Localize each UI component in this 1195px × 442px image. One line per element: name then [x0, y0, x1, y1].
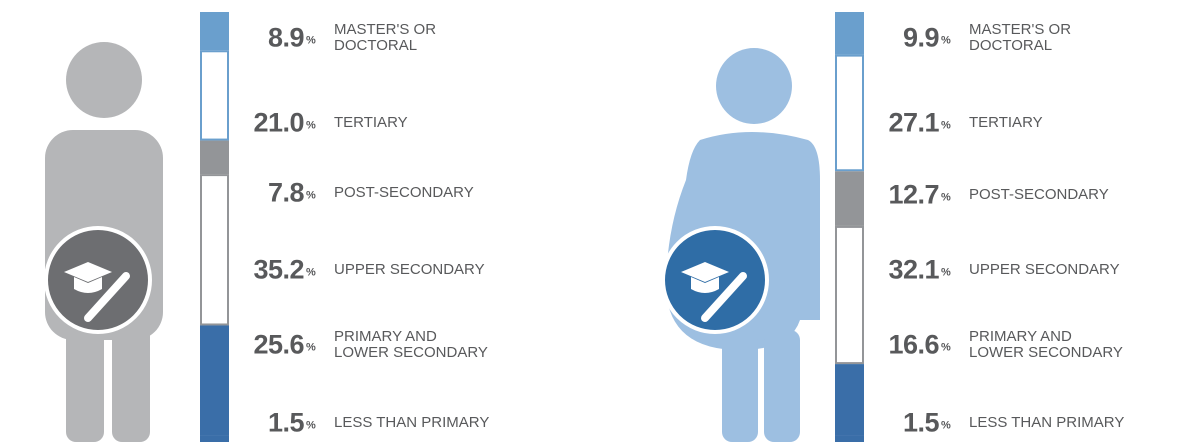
education-icon — [661, 226, 769, 334]
category-label: TERTIARY — [334, 114, 408, 131]
bar-segment — [835, 435, 864, 442]
value-label: 21.0 — [253, 107, 304, 138]
category-label: PRIMARY AND LOWER SECONDARY — [969, 328, 1123, 361]
bar-segment — [835, 364, 864, 436]
bar-segment — [200, 435, 229, 442]
bar-segment — [200, 174, 229, 326]
education-icon — [44, 226, 152, 334]
female-figure — [666, 48, 820, 442]
unit-label: % — [941, 34, 951, 47]
bar-segment — [835, 225, 864, 365]
unit-label: % — [306, 34, 316, 47]
bar-segment — [835, 54, 864, 172]
unit-label: % — [941, 419, 951, 432]
value-label: 35.2 — [253, 254, 304, 285]
value-label: 16.6 — [888, 329, 939, 360]
category-label: PRIMARY AND LOWER SECONDARY — [334, 328, 488, 361]
value-label: 9.9 — [902, 22, 940, 53]
bar-segment — [200, 140, 229, 175]
category-label: TERTIARY — [969, 114, 1043, 131]
bar-segment — [200, 50, 229, 141]
unit-label: % — [306, 119, 316, 132]
category-label: POST-SECONDARY — [334, 184, 474, 201]
value-label: 8.9 — [267, 22, 305, 53]
value-label: 1.5 — [902, 407, 940, 438]
value-label: 27.1 — [888, 107, 939, 138]
value-label: 12.7 — [888, 179, 939, 210]
unit-label: % — [306, 266, 316, 279]
value-label: 7.8 — [267, 177, 305, 208]
unit-label: % — [941, 266, 951, 279]
bar-segment — [835, 171, 864, 226]
category-label: LESS THAN PRIMARY — [969, 414, 1125, 431]
value-label: 25.6 — [253, 329, 304, 360]
unit-label: % — [941, 191, 951, 204]
value-label: 1.5 — [267, 407, 305, 438]
category-label: MASTER'S OR DOCTORAL — [969, 21, 1072, 54]
unit-label: % — [941, 341, 951, 354]
category-label: MASTER'S OR DOCTORAL — [334, 21, 437, 54]
category-label: UPPER SECONDARY — [334, 261, 485, 278]
bar-segment — [200, 12, 229, 51]
bar-segment — [200, 325, 229, 436]
unit-label: % — [306, 419, 316, 432]
unit-label: % — [306, 189, 316, 202]
bar-segment — [835, 12, 864, 55]
value-label: 32.1 — [888, 254, 939, 285]
unit-label: % — [941, 119, 951, 132]
category-label: POST-SECONDARY — [969, 186, 1109, 203]
unit-label: % — [306, 341, 316, 354]
category-label: UPPER SECONDARY — [969, 261, 1120, 278]
category-label: LESS THAN PRIMARY — [334, 414, 490, 431]
